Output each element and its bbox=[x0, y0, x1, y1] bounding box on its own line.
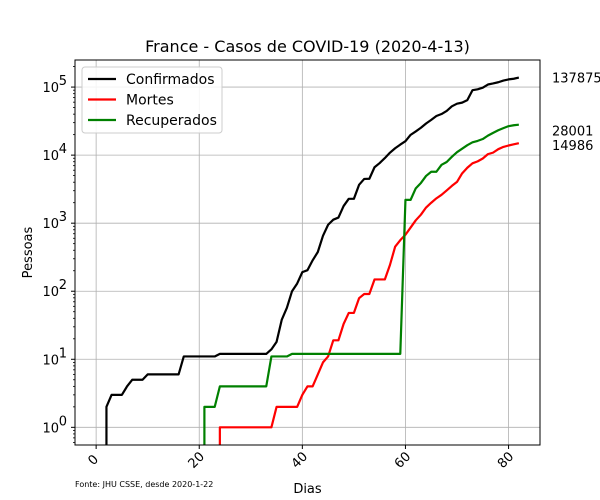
x-axis-ticks: 0 20 40 60 80 bbox=[85, 445, 517, 472]
source-note: Fonte: JHU CSSE, desde 2020-1-22 bbox=[75, 480, 213, 489]
x-tick-label: 60 bbox=[392, 449, 414, 471]
y-tick-exponent: 2 bbox=[59, 278, 67, 293]
y-tick-label: 10 bbox=[42, 149, 59, 164]
series-line-confirmados bbox=[105, 76, 520, 445]
chart-title: France - Casos de COVID-19 (2020-4-13) bbox=[145, 37, 470, 56]
series-line-recuperados bbox=[203, 123, 519, 445]
legend-entry-confirmados: Confirmados bbox=[126, 72, 215, 88]
legend-entry-recuperados: Recuperados bbox=[126, 113, 217, 129]
x-tick-label: 80 bbox=[495, 449, 517, 471]
y-tick-label: 10 bbox=[42, 81, 59, 96]
y-tick-label: 10 bbox=[42, 285, 59, 300]
final-label-recuperados: 28001 bbox=[552, 125, 593, 140]
plot-frame bbox=[74, 59, 541, 446]
y-tick-label: 10 bbox=[42, 421, 59, 436]
legend-entry-mortes: Mortes bbox=[126, 93, 174, 109]
y-axis-label: Pessoas bbox=[21, 226, 36, 278]
legend-box bbox=[81, 66, 223, 134]
y-tick-label: 10 bbox=[42, 217, 59, 232]
x-tick-label: 20 bbox=[186, 449, 208, 471]
y-tick-label: 10 bbox=[42, 353, 59, 368]
series-line-mortes bbox=[218, 142, 520, 445]
y-tick-exponent: 5 bbox=[59, 74, 67, 89]
y-tick-exponent: 1 bbox=[59, 346, 67, 361]
final-label-mortes: 14986 bbox=[552, 139, 593, 154]
y-tick-exponent: 4 bbox=[59, 142, 67, 157]
x-tick-label: 40 bbox=[289, 449, 311, 471]
series-layer bbox=[105, 76, 520, 445]
x-axis-label: Dias bbox=[293, 482, 322, 497]
y-tick-exponent: 3 bbox=[59, 210, 67, 225]
x-tick-label: 0 bbox=[85, 452, 101, 468]
y-tick-exponent: 0 bbox=[59, 414, 67, 429]
legend: Confirmados Mortes Recuperados bbox=[81, 66, 223, 134]
final-label-confirmados: 137875 bbox=[552, 72, 600, 87]
